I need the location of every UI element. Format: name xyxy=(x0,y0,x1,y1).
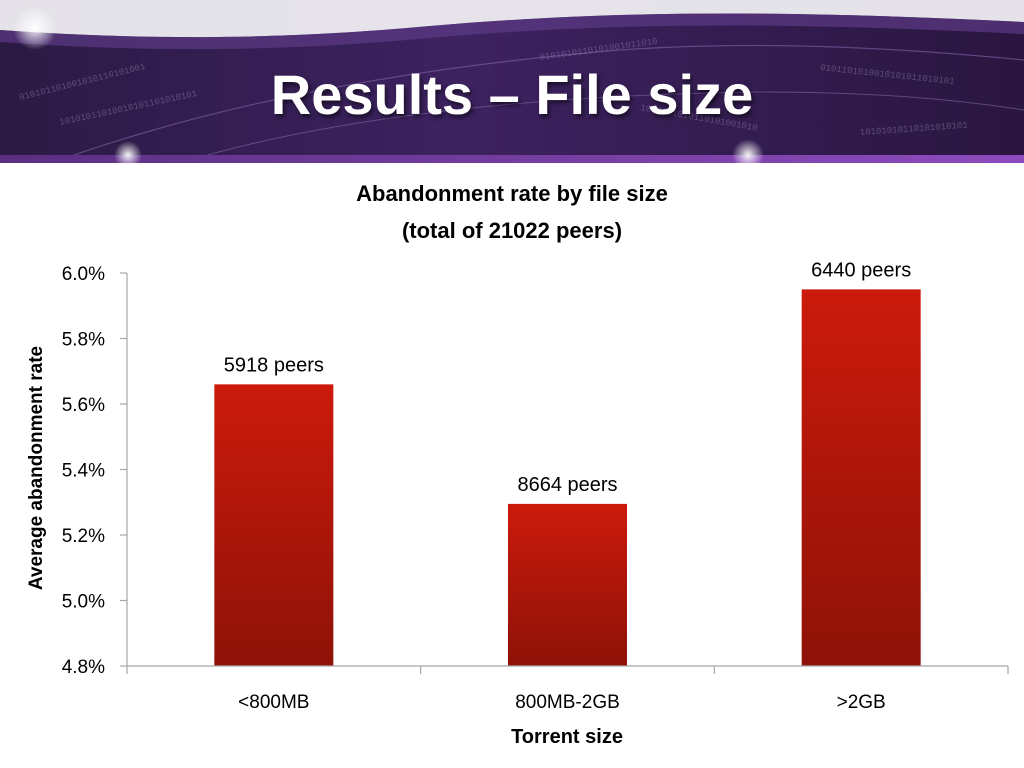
abandonment-bar-chart: Abandonment rate by file size (total of … xyxy=(26,181,1009,748)
y-tick-label: 5.4% xyxy=(62,461,105,482)
y-tick-label: 5.2% xyxy=(62,526,105,547)
banner-background: 010101101001010110101001 101010110100101… xyxy=(0,0,1024,163)
bars: 5918 peers 8664 peers 6440 peers xyxy=(214,259,921,666)
y-axis-ticks: 4.8% 5.0% 5.2% 5.4% 5.6% 5.8% 6.0% xyxy=(62,264,127,678)
x-tick-label: >2GB xyxy=(837,692,886,713)
x-tick-label: <800MB xyxy=(238,692,309,713)
x-axis-ticks: <800MB 800MB-2GB >2GB xyxy=(126,666,1009,713)
bar-data-label: 5918 peers xyxy=(224,354,324,376)
title-banner: 010101101001010110101001 101010110100101… xyxy=(0,0,1024,163)
y-tick-label: 5.6% xyxy=(62,395,105,416)
bar-data-label: 8664 peers xyxy=(517,474,617,496)
chart-title-line-1: Abandonment rate by file size xyxy=(356,181,668,206)
x-tick-label: 800MB-2GB xyxy=(515,692,620,713)
chart-title-line-2: (total of 21022 peers) xyxy=(402,218,622,243)
bar xyxy=(508,503,627,666)
bar xyxy=(214,384,334,666)
x-axis-label: Torrent size xyxy=(511,726,623,748)
bar xyxy=(801,289,921,666)
slide-title: Results – File size xyxy=(270,63,754,126)
y-tick-label: 4.8% xyxy=(62,657,105,678)
y-tick-label: 5.0% xyxy=(62,592,105,613)
y-tick-label: 6.0% xyxy=(62,264,105,285)
bar-data-label: 6440 peers xyxy=(811,259,911,281)
y-axis-label: Average abandonment rate xyxy=(26,346,47,590)
y-tick-label: 5.8% xyxy=(62,330,105,351)
